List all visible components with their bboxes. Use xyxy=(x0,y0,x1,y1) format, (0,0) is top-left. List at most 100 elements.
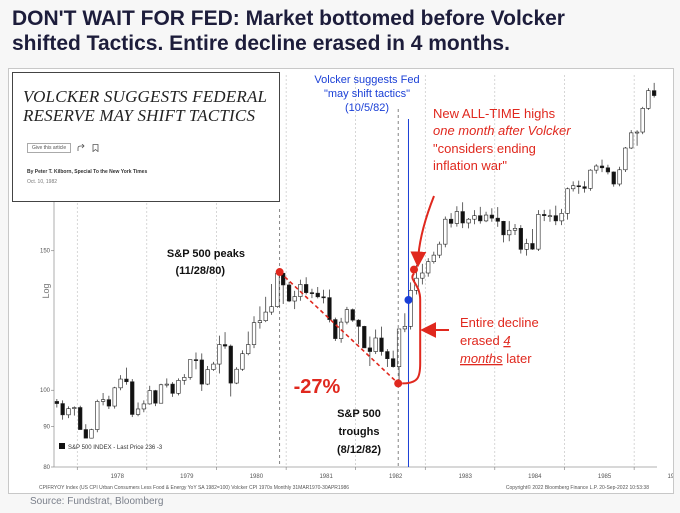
candle-body xyxy=(321,296,326,299)
erased-later-word: later xyxy=(503,351,533,366)
trough-dot xyxy=(394,379,403,388)
candle-body xyxy=(594,165,599,171)
candle-body xyxy=(304,284,309,293)
candle-body xyxy=(112,387,117,407)
candle-body xyxy=(344,309,350,323)
clip-toolbar: Give this article xyxy=(27,141,99,155)
bookmark-icon[interactable] xyxy=(92,144,99,152)
x-tick-label: 1982 xyxy=(389,474,403,480)
ath-annotation-line-1: New ALL-TIME highs xyxy=(433,106,556,121)
candle-body xyxy=(240,353,245,370)
erased-annotation-line-2: erased 4 xyxy=(460,333,511,348)
candle-body xyxy=(501,221,506,236)
ath-annotation-line-3: "considers ending xyxy=(433,141,536,156)
candle-body xyxy=(599,165,605,169)
clip-headline-line-1: VOLCKER SUGGESTS FEDERAL xyxy=(23,87,268,106)
candle-body xyxy=(234,368,239,384)
candle-body xyxy=(135,408,141,415)
candle-body xyxy=(356,319,361,327)
volcker-dot xyxy=(404,295,413,304)
candle-body xyxy=(251,322,257,345)
peak-annotation-line-2: (11/28/80) xyxy=(175,265,225,277)
candle-body xyxy=(327,297,332,320)
candle-body xyxy=(559,213,564,222)
clip-date: Oct. 10, 1982 xyxy=(27,179,58,185)
candle-body xyxy=(588,169,593,189)
candle-body xyxy=(66,408,71,416)
peak-annotation-line-1: S&P 500 peaks xyxy=(167,248,245,260)
candle-body xyxy=(286,284,292,302)
candle-body xyxy=(60,403,65,416)
candle-body xyxy=(454,211,459,224)
candle-body xyxy=(426,261,431,274)
candle-body xyxy=(147,390,152,405)
candle-body xyxy=(100,399,106,402)
candle-body xyxy=(373,337,378,352)
candle-body xyxy=(222,344,228,347)
candle-body xyxy=(246,344,251,355)
erased-months-word: months xyxy=(460,351,503,366)
candle-body xyxy=(431,254,436,262)
candle-body xyxy=(391,358,396,367)
candle-body xyxy=(553,215,558,222)
gift-article-button[interactable]: Give this article xyxy=(27,143,72,153)
headline: DON'T WAIT FOR FED: Market bottomed befo… xyxy=(12,6,672,56)
news-clipping: VOLCKER SUGGESTS FEDERAL RESERVE MAY SHI… xyxy=(12,72,280,202)
candle-body xyxy=(420,272,425,279)
candle-body xyxy=(217,344,222,365)
candle-body xyxy=(437,243,442,256)
x-tick-label: 1986 xyxy=(667,474,673,480)
candle-body xyxy=(634,131,640,134)
candle-body xyxy=(188,359,193,378)
candle-body xyxy=(228,345,233,384)
candle-body xyxy=(478,215,483,222)
trough-annotation-line-3: (8/12/82) xyxy=(337,444,381,456)
candle-body xyxy=(72,407,77,409)
candle-body xyxy=(536,214,541,250)
x-tick-label: 1981 xyxy=(319,474,333,480)
candle-body xyxy=(95,401,100,430)
candle-body xyxy=(512,228,518,231)
volcker-annotation-line-1: Volcker suggests Fed xyxy=(314,74,419,86)
erased-annotation-line-1: Entire decline xyxy=(460,315,539,330)
trough-annotation-line-2: troughs xyxy=(339,426,380,438)
candle-body xyxy=(350,309,355,321)
candle-body xyxy=(257,320,263,323)
clip-byline: By Peter T. Kilborn, Special To the New … xyxy=(27,169,148,175)
peak-dot xyxy=(275,268,284,277)
candle-body xyxy=(605,167,611,173)
x-tick-label: 1980 xyxy=(250,474,264,480)
candle-body xyxy=(158,384,164,404)
candle-body xyxy=(385,351,390,359)
ath-annotation-line-2: one month after Volcker xyxy=(433,123,571,138)
candle-body xyxy=(269,306,274,313)
candle-body xyxy=(298,284,303,297)
candlestick-chart: 1978 1979 1980 1981 1982 1983 1984 1985 1986 80 90… xyxy=(39,74,673,491)
candle-body xyxy=(199,359,204,385)
candle-body xyxy=(205,369,210,385)
candle-body xyxy=(576,185,581,188)
candle-body xyxy=(379,337,384,352)
candle-body xyxy=(448,218,454,224)
candle-body xyxy=(582,186,587,189)
candle-body xyxy=(292,296,297,302)
ath-dot xyxy=(410,265,419,274)
candle-body xyxy=(489,214,494,219)
candle-body xyxy=(263,311,268,321)
candle-body xyxy=(460,211,465,224)
candle-body xyxy=(130,381,135,415)
candle-body xyxy=(362,326,367,349)
decline-line xyxy=(279,271,399,385)
share-icon[interactable] xyxy=(77,144,86,152)
footer-right-text: Copyright© 2022 Bloomberg Finance L.P. 2… xyxy=(506,484,649,491)
source-footer: Source: Fundstrat, Bloomberg xyxy=(30,496,164,507)
headline-line-1: DON'T WAIT FOR FED: Market bottomed befo… xyxy=(12,7,565,30)
ath-annotation-line-4: inflation war" xyxy=(433,158,507,173)
candle-body xyxy=(89,429,94,439)
y-tick-label: 90 xyxy=(43,424,50,430)
candle-body xyxy=(396,328,402,367)
decline-percent-label: -27% xyxy=(294,376,341,398)
x-tick-label: 1978 xyxy=(111,474,125,480)
ath-arrow xyxy=(410,195,435,268)
y-axis-label: Log xyxy=(41,283,51,298)
